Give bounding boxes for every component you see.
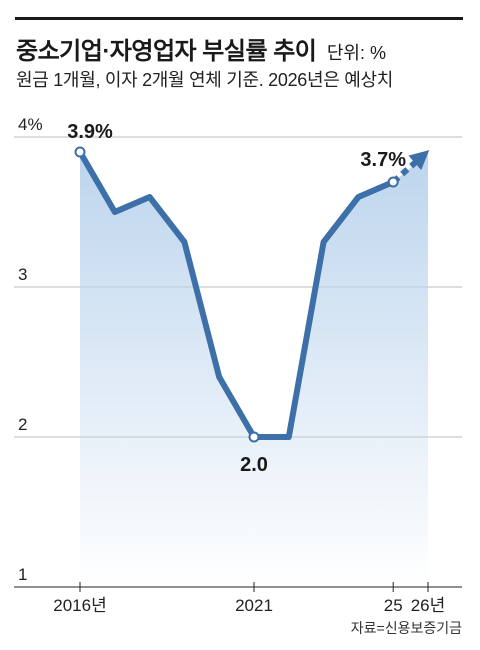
data-label: 3.9% <box>67 121 113 143</box>
data-point-marker <box>248 431 260 443</box>
area-fill <box>80 152 428 587</box>
y-tick-label: 2 <box>18 415 27 434</box>
x-tick-label: 26년 <box>411 596 446 615</box>
x-tick-label: 2021 <box>235 596 273 615</box>
data-label: 3.7% <box>360 149 406 171</box>
projection-line <box>391 150 430 185</box>
y-tick-label: 4% <box>18 115 43 134</box>
y-tick-label: 1 <box>18 565 27 584</box>
data-label: 2.0 <box>240 454 268 476</box>
data-point-marker <box>387 176 399 188</box>
data-point-marker <box>74 146 86 158</box>
title-rule <box>15 17 463 20</box>
chart-header: 중소기업·자영업자 부실률 추이 단위: % <box>16 31 386 66</box>
x-tick-label: 2016년 <box>53 596 106 615</box>
x-tick-label: 25 <box>384 596 403 615</box>
unit-label: 단위: % <box>326 43 386 63</box>
source-note: 자료=신용보증기금 <box>350 620 462 636</box>
chart-title: 중소기업·자영업자 부실률 추이 <box>16 38 317 65</box>
chart-subtitle: 원금 1개월, 이자 2개월 연체 기준. 2026년은 예상치 <box>16 70 393 90</box>
y-tick-label: 3 <box>18 265 27 284</box>
series-line <box>77 149 397 440</box>
